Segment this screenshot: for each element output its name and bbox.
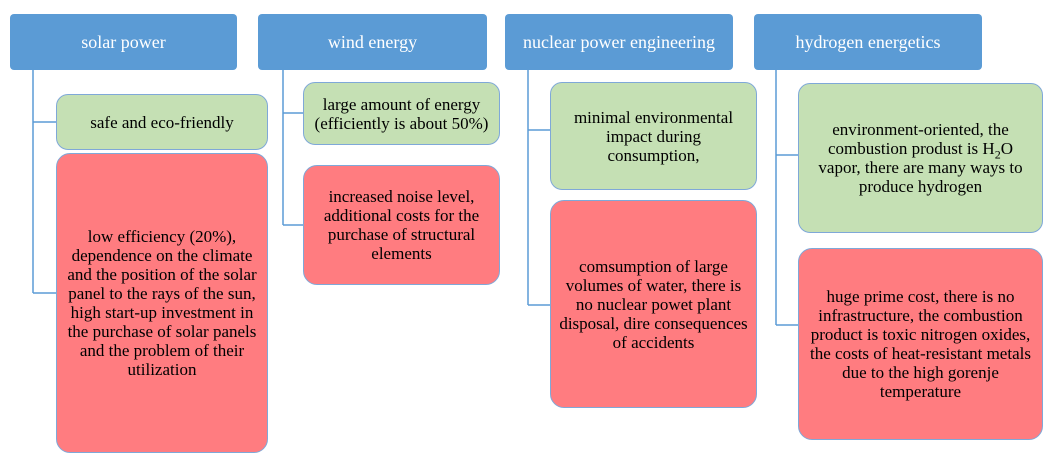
pros-box: large amount of energy (efficiently is a…	[303, 82, 500, 145]
text-part: O vapor, there are many ways to produce …	[818, 139, 1023, 196]
text-part: environment-oriented, the combustion pro…	[828, 120, 1009, 158]
pros-box: environment-oriented, the combustion pro…	[798, 83, 1043, 233]
box-text: wind energy	[327, 32, 418, 52]
box-text: safe and eco-friendly	[90, 112, 234, 132]
pros-box: minimal environmental impact during cons…	[550, 82, 757, 190]
pros-box: safe and eco-friendly	[56, 94, 268, 150]
box-text: nuclear power engineering	[523, 32, 715, 52]
box-text: solar power	[81, 32, 166, 52]
cons-box: low efficiency (20%), dependence on the …	[56, 153, 268, 453]
box-text: comsumption of large volumes of water, t…	[559, 256, 748, 352]
box-text: low efficiency (20%), dependence on the …	[67, 227, 257, 379]
header-box: solar power	[10, 14, 237, 70]
box-text: environment-oriented, the combustion pro…	[807, 120, 1034, 196]
box-text: hydrogen energetics	[795, 32, 941, 52]
header-box: wind energy	[258, 14, 487, 70]
cons-box: huge prime cost, there is no infrastruct…	[798, 248, 1043, 440]
cons-box: increased noise level, additional costs …	[303, 165, 500, 285]
box-text: increased noise level, additional costs …	[323, 187, 480, 263]
header-box: nuclear power engineering	[505, 14, 733, 70]
header-box: hydrogen energetics	[754, 14, 982, 70]
box-text: large amount of energy (efficiently is a…	[314, 94, 489, 133]
subscript: 2	[994, 147, 1001, 162]
cons-box: comsumption of large volumes of water, t…	[550, 200, 757, 408]
box-text: minimal environmental impact during cons…	[573, 107, 734, 165]
box-text: huge prime cost, there is no infrastruct…	[810, 287, 1031, 401]
